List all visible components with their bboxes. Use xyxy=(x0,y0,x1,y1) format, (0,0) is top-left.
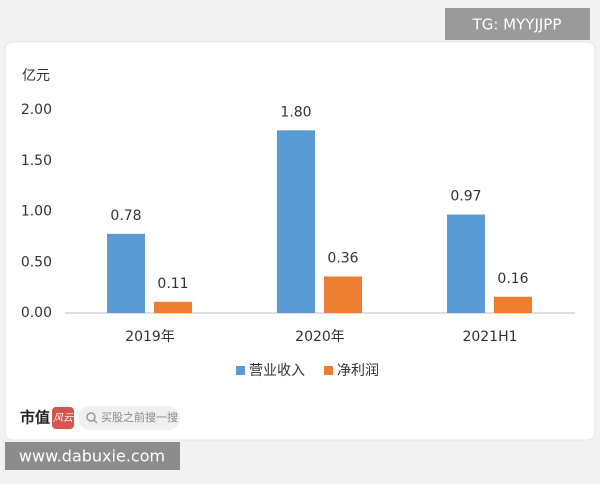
y-tick-label: 1.50 xyxy=(21,153,52,169)
y-tick-label: 1.00 xyxy=(21,204,52,220)
data-label: 0.36 xyxy=(327,250,358,266)
legend-label: 净利润 xyxy=(337,363,379,379)
x-tick-label: 2021H1 xyxy=(462,329,517,345)
data-label: 1.80 xyxy=(280,104,311,120)
legend-swatch xyxy=(236,366,245,375)
search-icon xyxy=(86,412,96,422)
logo-right: 风云 xyxy=(53,413,74,424)
x-tick-label: 2019年 xyxy=(125,329,175,345)
x-tick-label: 2020年 xyxy=(295,329,345,345)
tag-box xyxy=(445,8,590,40)
data-label: 0.97 xyxy=(450,189,481,205)
y-tick-label: 2.00 xyxy=(21,102,52,118)
legend-label: 营业收入 xyxy=(249,363,305,379)
search-box[interactable] xyxy=(78,406,180,430)
url-box xyxy=(5,442,180,470)
bar xyxy=(277,130,315,313)
bar xyxy=(494,296,532,313)
legend-swatch xyxy=(324,366,333,375)
search-text: 买股之前搜一搜 xyxy=(101,410,178,424)
bar xyxy=(154,301,192,313)
tag-text: TG: MYYJJPP xyxy=(472,16,562,34)
url-text: www.dabuxie.com xyxy=(19,447,165,466)
logo-left: 市值 xyxy=(20,409,50,427)
data-label: 0.16 xyxy=(497,271,528,287)
bar xyxy=(107,233,145,313)
y-tick-label: 0.50 xyxy=(21,254,52,270)
y-axis-label: 亿元 xyxy=(22,68,50,84)
y-tick-label: 0.00 xyxy=(21,305,52,321)
search-icon-handle xyxy=(93,419,98,424)
data-label: 0.78 xyxy=(110,208,141,224)
bar xyxy=(324,276,362,313)
data-label: 0.11 xyxy=(157,276,188,292)
bar xyxy=(447,214,485,313)
logo-badge xyxy=(52,407,74,429)
